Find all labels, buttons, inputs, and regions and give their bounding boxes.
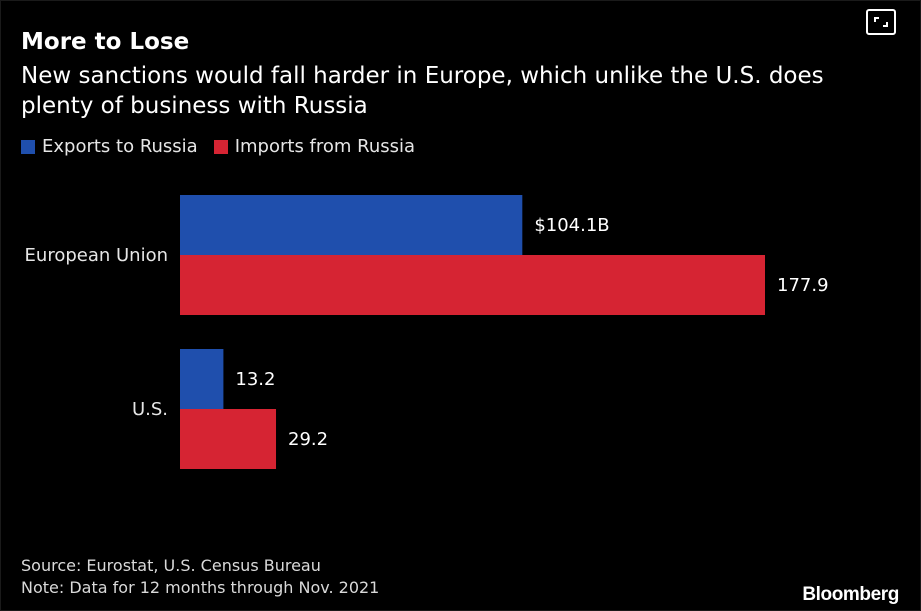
data-label-european-union-exports: $104.1B [534,215,609,236]
source-note: Source: Eurostat, U.S. Census Bureau Not… [21,555,379,599]
bar-u-s-exports [180,349,224,409]
note-text: Note: Data for 12 months through Nov. 20… [21,578,380,597]
source-text: Source: Eurostat, U.S. Census Bureau [21,556,321,575]
bar-u-s-imports [180,409,277,469]
chart-subtitle: New sanctions would fall harder in Europ… [21,63,824,119]
legend-swatch-imports [213,139,228,154]
data-label-u-s-imports: 29.2 [288,429,328,450]
category-label-european-union: European Union [25,245,168,266]
bloomberg-logo: Bloomberg [802,584,899,605]
chart-title: More to Lose [21,29,190,55]
expand-button[interactable] [866,9,896,35]
legend-swatch-exports [21,139,35,154]
category-label-u-s: U.S. [132,399,168,420]
bar-european-union-exports [180,195,523,255]
legend: Exports to Russia Imports from Russia [21,136,431,157]
legend-item-exports: Exports to Russia [21,136,198,157]
data-label-u-s-exports: 13.2 [235,369,275,390]
bar-chart: European Union $104.1B 177.9 U.S. 13.2 29.2 [25,195,829,469]
bar-european-union-imports [180,255,765,315]
legend-item-imports: Imports from Russia [213,136,416,157]
data-label-european-union-imports: 177.9 [777,275,829,296]
expand-icon [874,17,888,27]
legend-label-imports: Imports from Russia [234,136,416,157]
legend-label-exports: Exports to Russia [42,136,198,157]
